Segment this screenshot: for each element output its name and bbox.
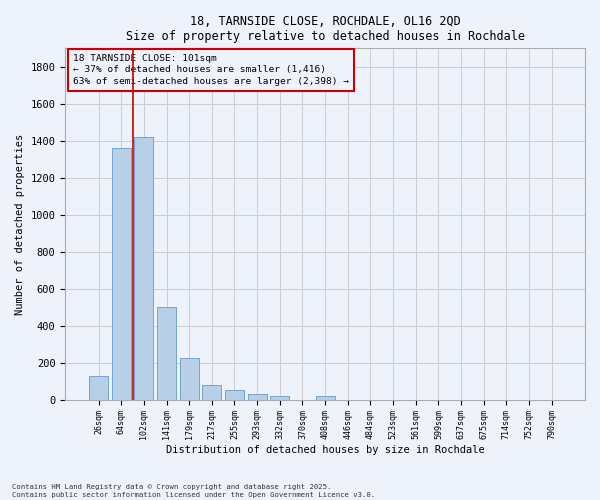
Bar — [270, 396, 289, 400]
Bar — [248, 394, 267, 400]
Bar — [202, 385, 221, 400]
Text: 18 TARNSIDE CLOSE: 101sqm
← 37% of detached houses are smaller (1,416)
63% of se: 18 TARNSIDE CLOSE: 101sqm ← 37% of detac… — [73, 54, 349, 86]
Bar — [134, 137, 154, 400]
Bar — [316, 396, 335, 400]
Bar — [112, 148, 131, 400]
Bar — [179, 358, 199, 400]
Bar — [89, 376, 108, 400]
Title: 18, TARNSIDE CLOSE, ROCHDALE, OL16 2QD
Size of property relative to detached hou: 18, TARNSIDE CLOSE, ROCHDALE, OL16 2QD S… — [125, 15, 524, 43]
Bar — [157, 308, 176, 400]
Y-axis label: Number of detached properties: Number of detached properties — [15, 134, 25, 314]
Bar — [225, 390, 244, 400]
Text: Contains HM Land Registry data © Crown copyright and database right 2025.
Contai: Contains HM Land Registry data © Crown c… — [12, 484, 375, 498]
X-axis label: Distribution of detached houses by size in Rochdale: Distribution of detached houses by size … — [166, 445, 485, 455]
